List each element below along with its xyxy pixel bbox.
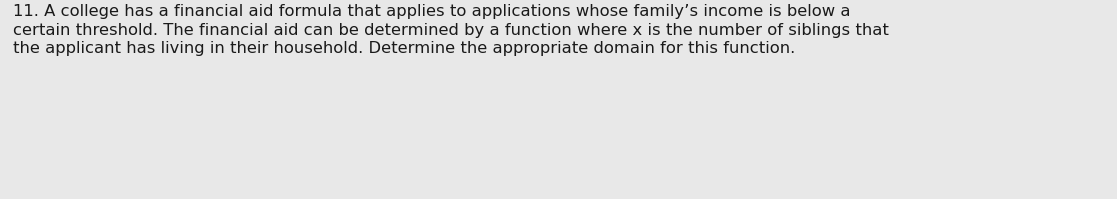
Text: 11. A college has a financial aid formula that applies to applications whose fam: 11. A college has a financial aid formul…	[13, 4, 889, 56]
